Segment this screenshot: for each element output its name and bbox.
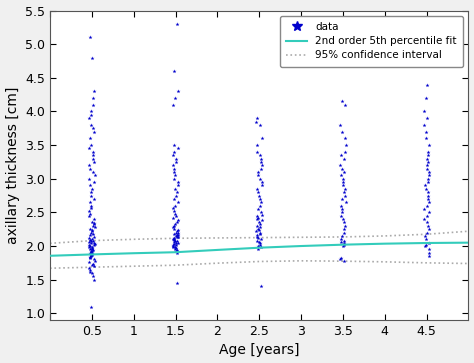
Y-axis label: axillary thickness [cm]: axillary thickness [cm] (6, 87, 19, 244)
X-axis label: Age [years]: Age [years] (219, 343, 300, 358)
Legend: data, 2nd order 5th percentile fit, 95% confidence interval: data, 2nd order 5th percentile fit, 95% … (280, 16, 463, 66)
